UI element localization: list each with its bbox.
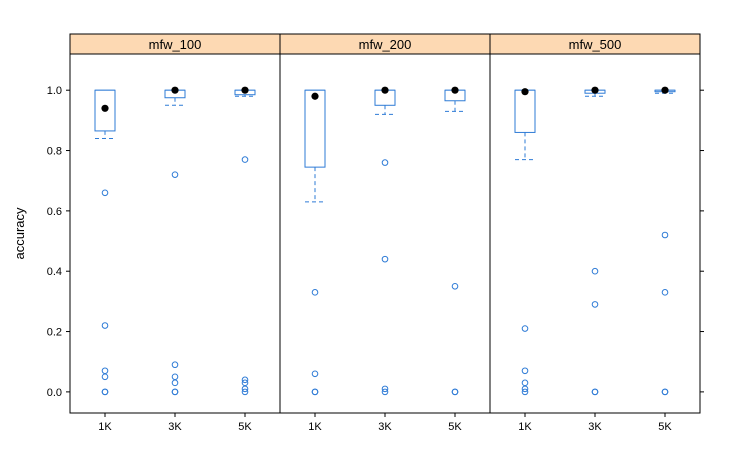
outlier-point [521, 385, 529, 393]
x-tick-label: 3K [588, 421, 602, 433]
outlier-point [381, 255, 389, 263]
outlier-point [101, 367, 109, 375]
outlier-point [381, 159, 389, 166]
y-tick-label: 0.4 [47, 266, 62, 278]
x-tick-label: 1K [98, 421, 112, 433]
median-point [591, 86, 599, 94]
x-tick-label: 1K [308, 421, 322, 433]
median-point [311, 92, 319, 100]
outlier-point [521, 388, 529, 396]
box-iqr [514, 89, 536, 133]
outlier-point [381, 385, 389, 393]
outlier-point [171, 171, 179, 178]
outlier-point [241, 156, 249, 163]
outlier-point [171, 361, 179, 369]
median-point [451, 86, 459, 94]
x-tick-label: 3K [378, 421, 392, 433]
y-tick-label: 0.0 [47, 387, 62, 399]
outlier-point [171, 388, 179, 396]
outlier-point [591, 388, 599, 396]
x-tick-label: 1K [518, 421, 532, 433]
outlier-point [101, 189, 109, 197]
median-point [521, 88, 529, 96]
outlier-point [591, 267, 599, 275]
outlier-point [451, 388, 459, 396]
outlier-point [521, 325, 529, 332]
x-tick-label: 5K [448, 421, 462, 433]
x-tick-label: 3K [168, 421, 182, 433]
y-axis-title: accuracy [12, 207, 27, 260]
y-tick-label: 1.0 [47, 85, 62, 97]
x-tick-label: 5K [658, 421, 672, 433]
median-point [241, 86, 249, 94]
outlier-point [661, 388, 669, 396]
outlier-point [311, 388, 319, 396]
outlier-point [661, 289, 669, 296]
y-tick-label: 0.8 [47, 146, 62, 158]
outlier-point [171, 373, 179, 381]
outlier-point [101, 388, 109, 396]
median-point [101, 104, 109, 112]
outlier-point [311, 370, 319, 378]
outlier-point [451, 282, 459, 290]
box-iqr [304, 89, 326, 168]
y-tick-label: 0.6 [47, 206, 62, 218]
panel-title: mfw_200 [359, 37, 412, 52]
outlier-point [101, 322, 109, 329]
outlier-point [101, 373, 109, 381]
panel-title: mfw_100 [149, 37, 202, 52]
outlier-point [241, 388, 249, 396]
outlier-point [241, 376, 249, 384]
outlier-point [591, 301, 599, 308]
y-tick-label: 0.2 [47, 327, 62, 339]
outlier-point [241, 385, 249, 393]
x-tick-label: 5K [238, 421, 252, 433]
median-point [661, 86, 669, 94]
outlier-point [521, 379, 529, 387]
panel-title: mfw_500 [569, 37, 622, 52]
outlier-point [521, 367, 529, 375]
outlier-point [381, 388, 389, 396]
median-point [171, 86, 179, 94]
outlier-point [171, 379, 179, 387]
median-point [381, 86, 389, 94]
outlier-point [661, 231, 669, 239]
outlier-point [311, 289, 319, 296]
